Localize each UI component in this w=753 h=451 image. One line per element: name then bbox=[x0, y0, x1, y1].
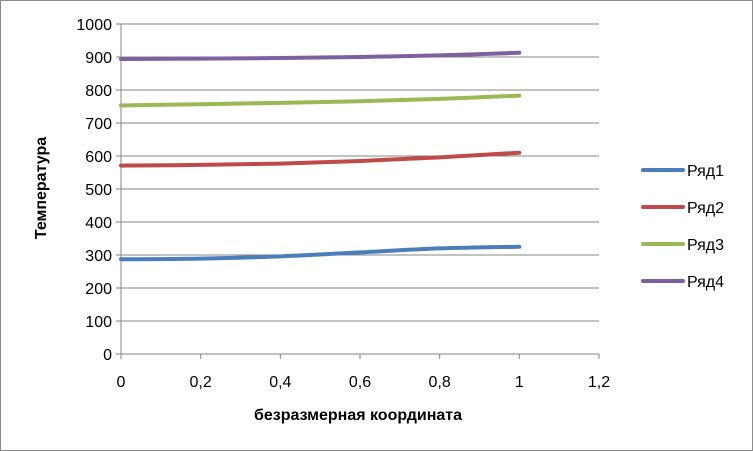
x-tick-label: 0,4 bbox=[269, 374, 291, 391]
legend-item: Ряд3 bbox=[641, 237, 724, 254]
axes bbox=[116, 23, 600, 359]
legend-label: Ряд1 bbox=[687, 163, 724, 180]
series-lines bbox=[119, 50, 522, 262]
legend-label: Ряд2 bbox=[687, 200, 724, 217]
y-axis-title: Температура bbox=[33, 137, 50, 239]
legend-item: Ряд4 bbox=[641, 274, 724, 291]
legend-item: Ряд2 bbox=[641, 200, 724, 217]
x-tick-label: 0 bbox=[117, 374, 126, 391]
x-tick-labels: 0 0,2 0,4 0,6 0,8 1 1,2 bbox=[117, 374, 611, 391]
x-tick-label: 1 bbox=[515, 374, 524, 391]
y-tick-label: 700 bbox=[85, 116, 112, 133]
x-tick-label: 0,6 bbox=[349, 374, 371, 391]
y-tick-label: 0 bbox=[103, 347, 112, 364]
y-tick-label: 100 bbox=[85, 314, 112, 331]
y-tick-label: 200 bbox=[85, 281, 112, 298]
y-tick-label: 1000 bbox=[76, 17, 112, 34]
legend-item: Ряд1 bbox=[641, 163, 724, 180]
legend: Ряд1 Ряд2 Ряд3 Ряд4 bbox=[641, 163, 724, 291]
x-tick-label: 0,8 bbox=[429, 374, 451, 391]
y-tick-label: 800 bbox=[85, 83, 112, 100]
x-tick-label: 0,2 bbox=[190, 374, 212, 391]
y-tick-label: 600 bbox=[85, 149, 112, 166]
y-tick-label: 900 bbox=[85, 50, 112, 67]
series-line-1 bbox=[119, 244, 522, 262]
x-tick-label: 1,2 bbox=[588, 374, 610, 391]
series-line-3 bbox=[119, 93, 522, 108]
legend-label: Ряд3 bbox=[687, 237, 724, 254]
grid-lines bbox=[121, 23, 599, 322]
series-line-4 bbox=[119, 50, 522, 61]
legend-label: Ряд4 bbox=[687, 274, 724, 291]
y-tick-labels: 0 100 200 300 400 500 600 700 800 900 1000 bbox=[76, 17, 112, 364]
y-tick-label: 300 bbox=[85, 248, 112, 265]
x-axis-title: безразмерная координата bbox=[254, 407, 462, 424]
y-tick-label: 500 bbox=[85, 182, 112, 199]
series-line-2 bbox=[119, 150, 522, 168]
y-tick-label: 400 bbox=[85, 215, 112, 232]
